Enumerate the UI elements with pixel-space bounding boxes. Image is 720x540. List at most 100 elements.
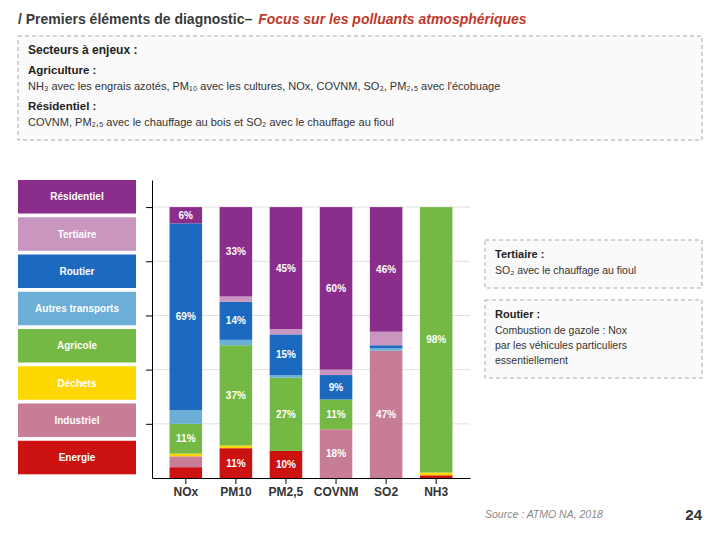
title: / Premiers éléments de diagnostic–	[18, 11, 252, 27]
bar-series	[170, 207, 453, 472]
x-axis: NOx PM10 PM2,5 COVNM SO2 NH3	[153, 478, 471, 499]
bar-series	[170, 340, 403, 424]
x-tick: PM2,5	[269, 478, 304, 499]
legend-item: Autres transports	[18, 292, 136, 326]
x-tick: COVNM	[314, 478, 359, 499]
y-axis	[146, 181, 153, 479]
annotation-text: par les véhicules particuliers	[495, 339, 627, 351]
annotation-label: Routier :	[495, 308, 540, 320]
source: Source : ATMO NA, 2018	[485, 508, 603, 520]
x-tick-label: NOx	[173, 485, 198, 499]
legend-swatch	[18, 292, 136, 326]
bar-segment	[320, 370, 353, 375]
y-tick-mark	[146, 370, 152, 371]
bar-segment	[170, 467, 203, 478]
bar-segment	[220, 207, 253, 296]
legend-item: Energie	[18, 441, 136, 475]
data-label: 27%	[276, 409, 296, 420]
bar-series	[170, 207, 403, 370]
y-tick	[146, 424, 152, 425]
legend-label: Agricole	[57, 340, 97, 351]
bar-segment	[220, 445, 253, 448]
bar-segment	[320, 429, 353, 478]
legend-swatch	[18, 441, 136, 475]
bar-segment	[420, 207, 453, 208]
x-tick: PM10	[220, 478, 252, 499]
bar-segment	[170, 454, 203, 457]
legend-item: Routier	[18, 255, 136, 289]
chart-root: / Premiers éléments de diagnostic– Focus …	[0, 0, 720, 540]
data-label: 15%	[276, 349, 296, 360]
legend-item: Résidentiel	[18, 180, 136, 214]
bar-segment	[170, 456, 203, 467]
y-tick	[146, 370, 152, 371]
legend-label: Tertiaire	[58, 229, 97, 240]
x-tick-mark	[436, 478, 437, 484]
x-axis-domain	[153, 478, 471, 479]
annotation-heading: Secteurs à enjeux :	[28, 43, 137, 57]
bar-segment	[270, 207, 303, 329]
data-label: 18%	[326, 448, 346, 459]
y-tick-mark	[146, 207, 152, 208]
bar-segment	[270, 378, 303, 451]
bar-segment	[220, 340, 253, 345]
annotation-label: Tertiaire :	[495, 248, 544, 260]
x-tick-label: NH3	[424, 485, 448, 499]
bar-series	[170, 445, 453, 475]
data-label: 6%	[179, 210, 194, 221]
legend-item: Tertiaire	[18, 217, 136, 251]
bar-segment	[170, 207, 203, 223]
bar-segment	[420, 473, 453, 476]
bar-segment	[370, 351, 403, 478]
bar-segment	[420, 475, 453, 478]
legend-label: Résidentiel	[50, 191, 104, 202]
legend-label: Autres transports	[35, 303, 119, 314]
data-labels: 11%10%18%47%11%37%27%11%98%69%14%15%9%6%…	[176, 210, 447, 470]
subtitle: Focus sur les polluants atmosphériques	[258, 11, 527, 27]
y-tick	[146, 261, 152, 262]
legend-swatch	[18, 217, 136, 251]
y-tick-mark	[146, 424, 152, 425]
bar-segment	[420, 207, 453, 208]
bar-segment	[320, 375, 353, 399]
bar-segment	[270, 329, 303, 334]
bar-segment	[170, 223, 203, 410]
data-label: 11%	[176, 433, 196, 444]
x-tick-mark	[336, 478, 337, 484]
legend-swatch	[18, 180, 136, 214]
annotation-label: Résidentiel :	[28, 100, 96, 112]
y-tick-mark	[146, 315, 152, 316]
data-label: 46%	[376, 264, 396, 275]
bar-segment	[220, 448, 253, 478]
bar-segment	[420, 207, 453, 208]
bars	[170, 207, 453, 478]
legend-label: Déchets	[58, 378, 97, 389]
x-tick: NH3	[424, 478, 448, 499]
y-tick	[146, 315, 152, 316]
data-label: 45%	[276, 263, 296, 274]
bar-segment	[220, 345, 253, 445]
bar-segment	[320, 207, 353, 370]
bar-segment	[370, 207, 403, 332]
bar-segment	[420, 207, 453, 208]
annotation-box: Tertiaire :SO₂ avec le chauffage au fiou…	[485, 240, 702, 288]
data-label: 69%	[176, 311, 196, 322]
y-tick	[146, 207, 152, 208]
x-tick-label: COVNM	[314, 485, 359, 499]
legend-item: Agricole	[18, 329, 136, 363]
data-label: 98%	[426, 334, 446, 345]
bar-segment	[370, 332, 403, 346]
annotation-frame	[485, 300, 702, 378]
bar-segment	[220, 302, 253, 340]
bar-segment	[270, 375, 303, 378]
legend-label: Routier	[60, 266, 95, 277]
page-number: 24	[685, 506, 702, 523]
bar-segment	[370, 348, 403, 351]
bar-segment	[170, 424, 203, 454]
legend-label: Energie	[59, 452, 96, 463]
x-tick: SO2	[374, 478, 398, 499]
annotation-frame	[485, 240, 702, 288]
annotation-text: NH₃ avec les engrais azotés, PM₁₀ avec l…	[28, 80, 500, 92]
annotation-text: COVNM, PM₂,₅ avec le chauffage au bois e…	[28, 116, 394, 128]
data-label: 10%	[276, 459, 296, 470]
